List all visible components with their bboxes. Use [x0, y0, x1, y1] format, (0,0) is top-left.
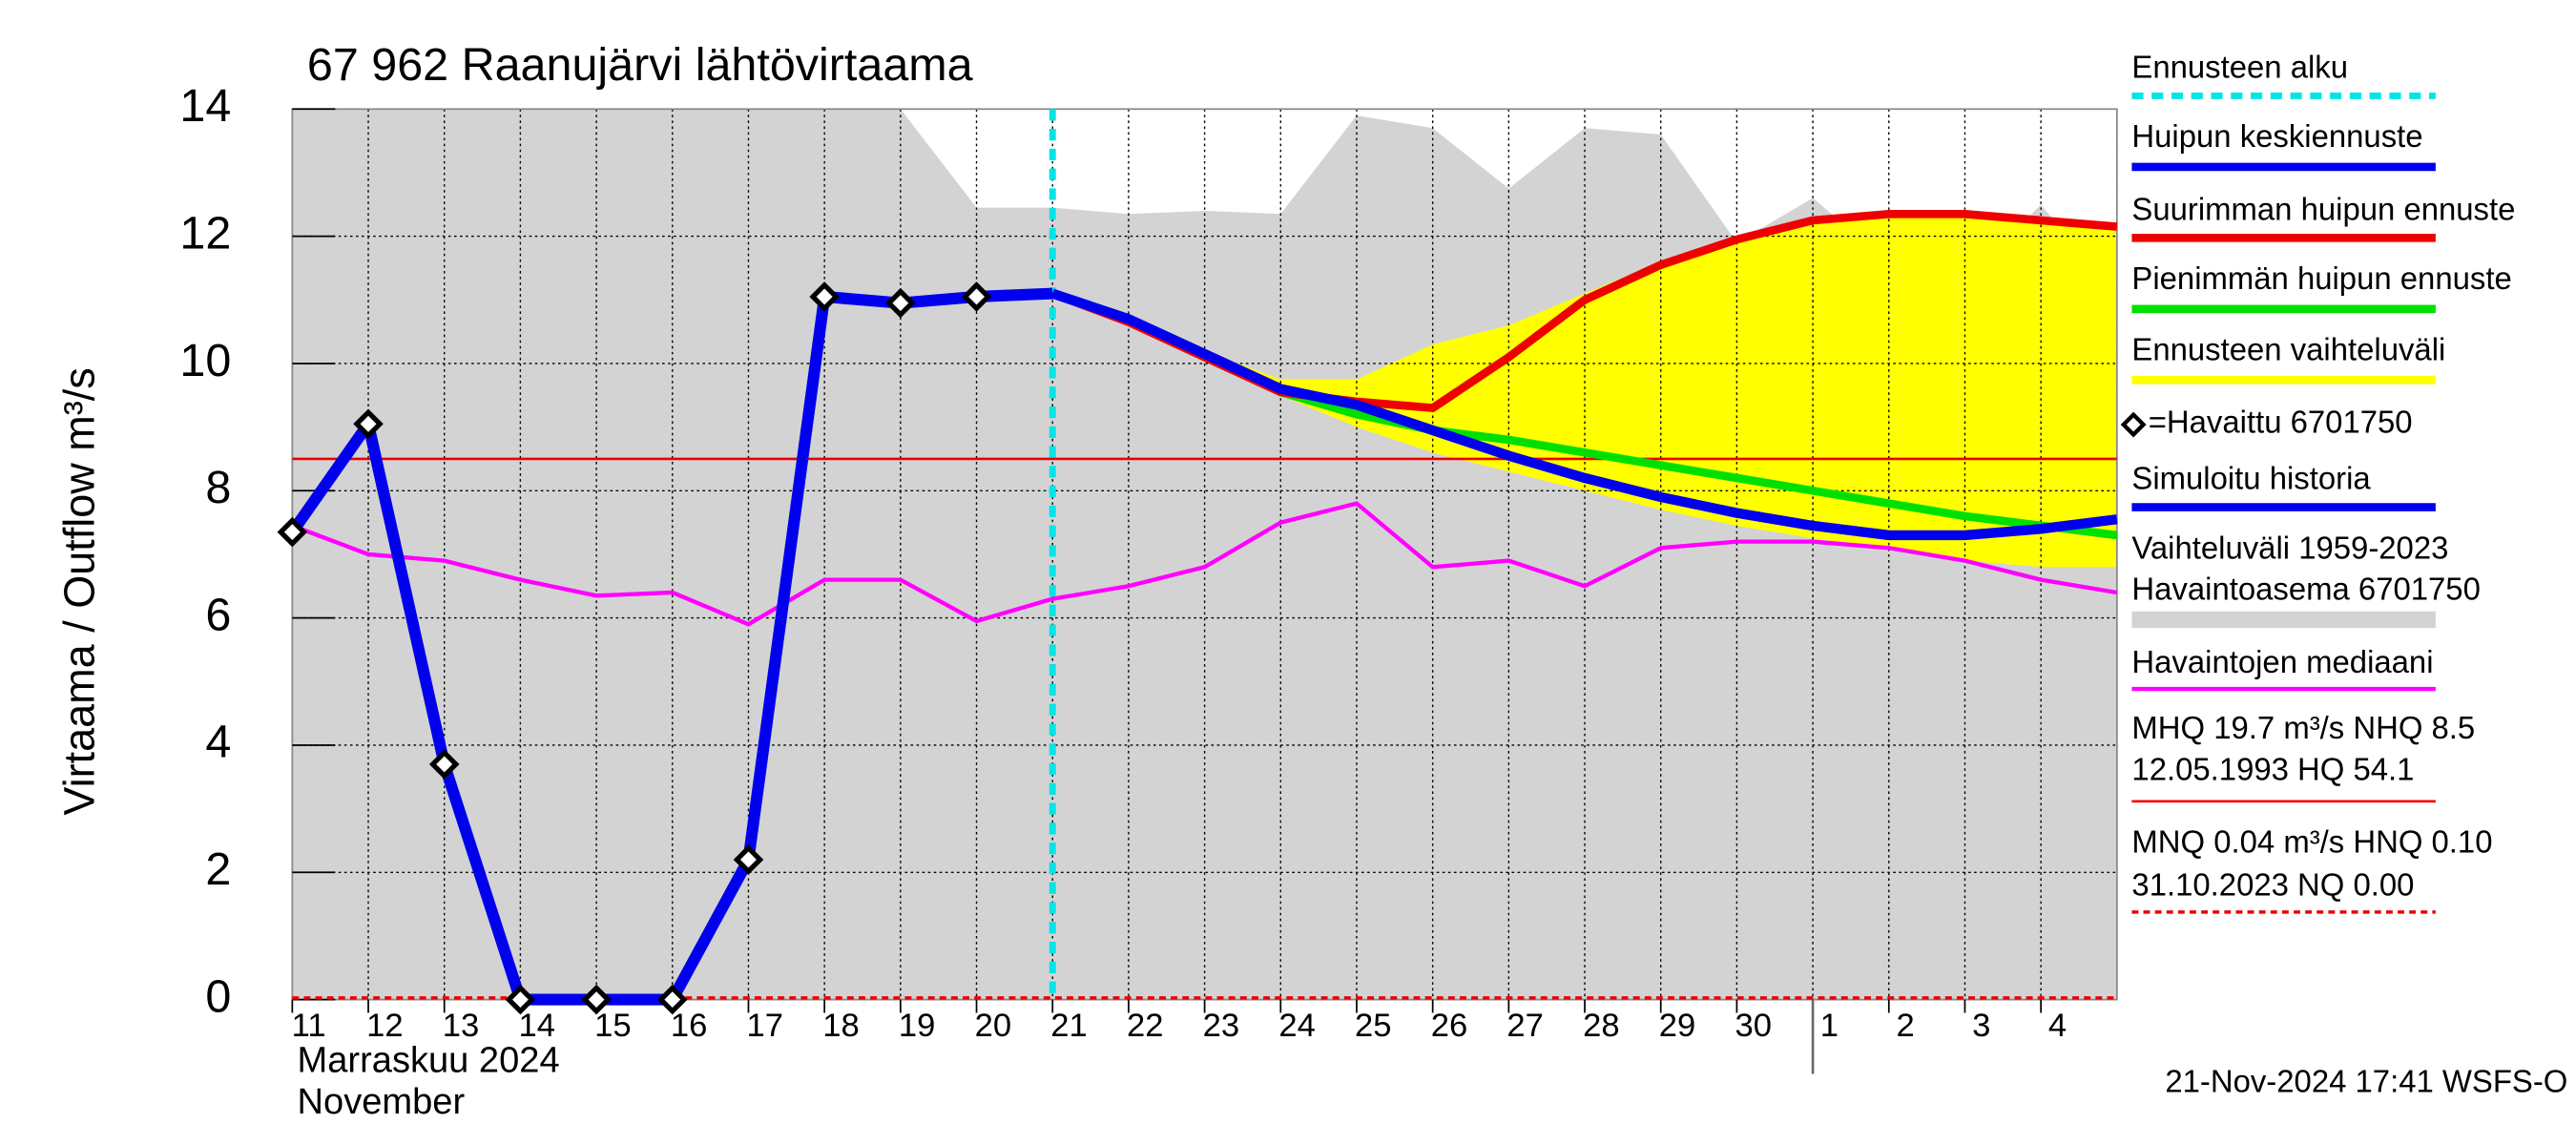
observed-point	[809, 281, 840, 312]
observed-point	[581, 984, 612, 1015]
x-tick-label: 26	[1431, 1008, 1467, 1044]
x-tick-label: 12	[366, 1008, 403, 1044]
legend-label: Havaintojen mediaani	[2131, 644, 2433, 679]
legend-label: Suurimman huipun ennuste	[2131, 191, 2515, 226]
x-tick-label: 11	[292, 1008, 326, 1044]
x-tick-label: 16	[671, 1008, 707, 1044]
x-tick-label: 15	[594, 1008, 631, 1044]
legend-label: 12.05.1993 HQ 54.1	[2131, 751, 2414, 786]
x-tick-label: 17	[747, 1008, 783, 1044]
legend-label: Ennusteen alku	[2131, 49, 2348, 84]
observed-point	[733, 844, 764, 875]
legend-label: Huipun keskiennuste	[2131, 118, 2422, 154]
observed-point	[505, 984, 536, 1015]
legend-label: 31.10.2023 NQ 0.00	[2131, 867, 2414, 903]
mean-forecast-line	[1050, 288, 2118, 541]
legend-label: Pienimmän huipun ennuste	[2131, 260, 2511, 296]
x-tick-label: 14	[518, 1008, 554, 1044]
legend-label: Simuloitu historia	[2131, 461, 2371, 496]
x-tick-label: 3	[1972, 1008, 1990, 1044]
observed-point	[428, 749, 460, 780]
x-tick-label: 13	[443, 1008, 479, 1044]
legend-label: Havaintoasema 6701750	[2131, 572, 2480, 607]
x-tick-label: 30	[1735, 1008, 1771, 1044]
x-tick-label: 19	[899, 1008, 935, 1044]
observed-point	[961, 281, 992, 312]
x-tick-label: 21	[1050, 1008, 1087, 1044]
y-tick-label: 0	[205, 970, 231, 1022]
legend-label: =Havaittu 6701750	[2149, 405, 2413, 440]
observed-point	[885, 287, 916, 319]
x-tick-label: 1	[1820, 1008, 1839, 1044]
x-tick-label: 24	[1278, 1008, 1315, 1044]
x-tick-label: 2	[1896, 1008, 1914, 1044]
legend-label: MHQ 19.7 m³/s NHQ 8.5	[2131, 710, 2475, 745]
forecast-range-band	[1052, 214, 2117, 568]
legend-marker	[2120, 411, 2147, 438]
y-tick-label: 8	[205, 462, 231, 513]
x-tick-label: 29	[1659, 1008, 1695, 1044]
x-tick-label: 23	[1203, 1008, 1239, 1044]
legend-label: MNQ 0.04 m³/s HNQ 0.10	[2131, 824, 2492, 860]
y-tick-label: 6	[205, 589, 231, 640]
y-tick-label: 14	[179, 80, 231, 132]
observed-point	[353, 408, 384, 440]
timestamp: 21-Nov-2024 17:41 WSFS-O	[2165, 1064, 2567, 1099]
observed-point	[656, 984, 688, 1015]
legend-label: Ennusteen vaihteluväli	[2131, 332, 2445, 367]
y-axis-label: Virtaama / Outflow m³/s	[54, 367, 103, 815]
month-label: November	[298, 1082, 466, 1122]
y-tick-label: 12	[179, 207, 231, 259]
x-tick-label: 28	[1583, 1008, 1619, 1044]
x-tick-label: 4	[2048, 1008, 2067, 1044]
x-tick-label: 27	[1506, 1008, 1543, 1044]
legend-label: Vaihteluväli 1959-2023	[2131, 530, 2448, 565]
x-tick-label: 25	[1355, 1008, 1391, 1044]
y-tick-label: 10	[179, 335, 231, 386]
month-label: Marraskuu 2024	[298, 1040, 560, 1080]
chart-title: 67 962 Raanujärvi lähtövirtaama	[307, 39, 973, 91]
x-tick-label: 20	[975, 1008, 1011, 1044]
x-tick-label: 18	[822, 1008, 859, 1044]
observed-point	[277, 516, 308, 548]
median-line	[291, 501, 2118, 627]
y-tick-label: 2	[205, 843, 231, 895]
y-tick-label: 4	[205, 717, 231, 768]
x-tick-label: 22	[1127, 1008, 1163, 1044]
